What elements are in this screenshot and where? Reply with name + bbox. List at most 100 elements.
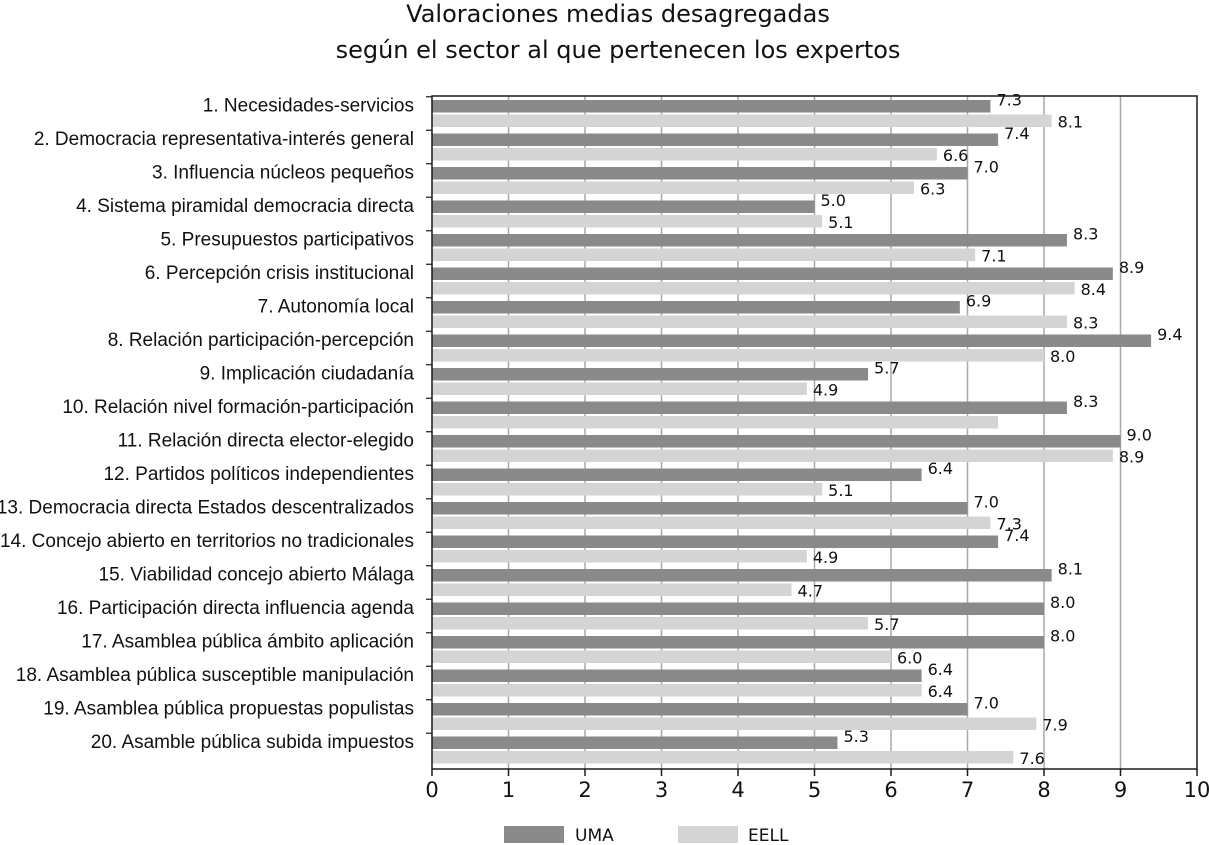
bar-uma-13 xyxy=(432,502,968,515)
category-label-16: 16. Participación directa influencia age… xyxy=(57,598,414,619)
category-label-17: 17. Asamblea pública ámbito aplicación xyxy=(81,632,414,653)
bar-uma-20 xyxy=(432,736,838,749)
gridlines xyxy=(507,96,1122,769)
bar-eell-4 xyxy=(432,215,823,228)
bar-uma-19 xyxy=(432,703,968,716)
bar-eell-14 xyxy=(432,550,807,563)
value-label-eell-1: 8.1 xyxy=(1058,113,1083,132)
bar-eell-1 xyxy=(432,114,1052,127)
category-label-20: 20. Asamble pública subida impuestos xyxy=(91,732,414,753)
chart-title-line-1: Valoraciones medias desagregadas xyxy=(406,0,830,28)
value-labels: 7.3 8.1 7.4 6.6 7.0 6.3 5.0 5.1 8.3 7.1 8.9 8.4 6.9 8… xyxy=(798,91,1183,769)
x-tick-label-2: 2 xyxy=(578,778,591,802)
value-label-eell-18: 6.4 xyxy=(928,682,953,701)
value-label-uma-13: 7.0 xyxy=(974,493,999,512)
value-label-uma-14: 7.4 xyxy=(1004,526,1029,545)
x-tick-label-5: 5 xyxy=(808,778,821,802)
bar-eell-11 xyxy=(432,449,1113,462)
category-label-4: 4. Sistema piramidal democracia directa xyxy=(76,196,414,217)
value-label-eell-2: 6.6 xyxy=(943,146,968,165)
value-label-uma-17: 8.0 xyxy=(1050,627,1075,646)
bar-eell-10 xyxy=(432,416,999,429)
x-tick-label-6: 6 xyxy=(884,778,897,802)
value-label-uma-2: 7.4 xyxy=(1004,124,1029,143)
bar-eell-16 xyxy=(432,617,869,630)
bar-uma-12 xyxy=(432,468,922,481)
x-tick-label-7: 7 xyxy=(961,778,974,802)
value-label-uma-15: 8.1 xyxy=(1058,560,1083,579)
bar-eell-6 xyxy=(432,282,1075,295)
category-label-18: 18. Asamblea pública susceptible manipul… xyxy=(16,665,414,686)
value-label-uma-5: 8.3 xyxy=(1073,225,1098,244)
category-label-15: 15. Viabilidad concejo abierto Málaga xyxy=(99,565,415,586)
value-label-eell-6: 8.4 xyxy=(1081,280,1106,299)
bar-uma-4 xyxy=(432,200,815,213)
bar-uma-6 xyxy=(432,267,1113,280)
bar-eell-5 xyxy=(432,248,976,261)
bar-uma-5 xyxy=(432,234,1067,247)
bar-uma-10 xyxy=(432,401,1067,414)
value-label-uma-11: 9.0 xyxy=(1127,426,1152,445)
bar-eell-7 xyxy=(432,315,1067,328)
category-label-8: 8. Relación participación-percepción xyxy=(108,330,414,351)
legend: UMA EELL xyxy=(504,826,789,845)
value-label-eell-20: 7.6 xyxy=(1019,749,1044,768)
category-label-12: 12. Partidos políticos independientes xyxy=(103,464,414,485)
legend-swatch-eell xyxy=(678,826,738,843)
legend-label-uma: UMA xyxy=(575,826,614,845)
category-labels: 1. Necesidades-servicios 2. Democracia re… xyxy=(0,96,432,753)
value-label-uma-20: 5.3 xyxy=(843,727,868,746)
bar-uma-18 xyxy=(432,669,922,682)
value-label-eell-16: 5.7 xyxy=(874,615,899,634)
value-label-uma-1: 7.3 xyxy=(996,91,1021,110)
value-label-uma-18: 6.4 xyxy=(928,660,953,679)
value-label-uma-6: 8.9 xyxy=(1119,258,1144,277)
x-tick-label-9: 9 xyxy=(1114,778,1127,802)
value-label-eell-7: 8.3 xyxy=(1073,314,1098,333)
value-label-eell-3: 6.3 xyxy=(920,180,945,199)
bar-eell-15 xyxy=(432,583,792,596)
x-tick-label-8: 8 xyxy=(1037,778,1050,802)
legend-label-eell: EELL xyxy=(748,826,789,845)
x-tick-label-1: 1 xyxy=(502,778,515,802)
value-label-eell-8: 8.0 xyxy=(1050,347,1075,366)
category-label-1: 1. Necesidades-servicios xyxy=(203,96,414,117)
x-tick-label-10: 10 xyxy=(1184,778,1209,802)
bar-uma-7 xyxy=(432,301,960,314)
value-label-uma-4: 5.0 xyxy=(821,191,846,210)
value-label-eell-14: 4.9 xyxy=(813,548,838,567)
bar-uma-3 xyxy=(432,167,968,180)
bar-eell-20 xyxy=(432,751,1014,764)
value-label-eell-12: 5.1 xyxy=(828,481,853,500)
chart-title-line-2: según el sector al que pertenecen los ex… xyxy=(336,36,901,64)
bar-eell-12 xyxy=(432,483,823,496)
bar-uma-2 xyxy=(432,133,999,146)
bars xyxy=(432,100,1152,764)
bar-eell-19 xyxy=(432,717,1037,730)
x-tick-label-3: 3 xyxy=(655,778,668,802)
category-label-14: 14. Concejo abierto en territorios no tr… xyxy=(0,531,414,552)
category-label-19: 19. Asamblea pública propuestas populist… xyxy=(43,699,414,720)
category-label-3: 3. Influencia núcleos pequeños xyxy=(152,163,414,184)
bar-eell-13 xyxy=(432,516,991,529)
category-label-5: 5. Presupuestos participativos xyxy=(161,230,414,251)
value-label-uma-10: 8.3 xyxy=(1073,392,1098,411)
value-label-eell-4: 5.1 xyxy=(828,213,853,232)
value-label-uma-7: 6.9 xyxy=(966,292,991,311)
value-label-eell-13: 7.3 xyxy=(996,515,1021,534)
value-label-uma-19: 7.0 xyxy=(974,694,999,713)
value-label-uma-3: 7.0 xyxy=(974,158,999,177)
x-tick-label-0: 0 xyxy=(425,778,438,802)
value-label-eell-19: 7.9 xyxy=(1042,716,1067,735)
category-label-10: 10. Relación nivel formación-participaci… xyxy=(62,397,414,418)
value-label-eell-9: 4.9 xyxy=(813,381,838,400)
bar-uma-8 xyxy=(432,334,1152,347)
bar-eell-18 xyxy=(432,684,922,697)
bar-uma-14 xyxy=(432,535,999,548)
value-label-eell-11: 8.9 xyxy=(1119,448,1144,467)
bar-uma-15 xyxy=(432,569,1052,582)
category-label-11: 11. Relación directa elector-elegido xyxy=(118,431,414,452)
bar-eell-9 xyxy=(432,382,807,395)
bar-uma-11 xyxy=(432,435,1121,448)
